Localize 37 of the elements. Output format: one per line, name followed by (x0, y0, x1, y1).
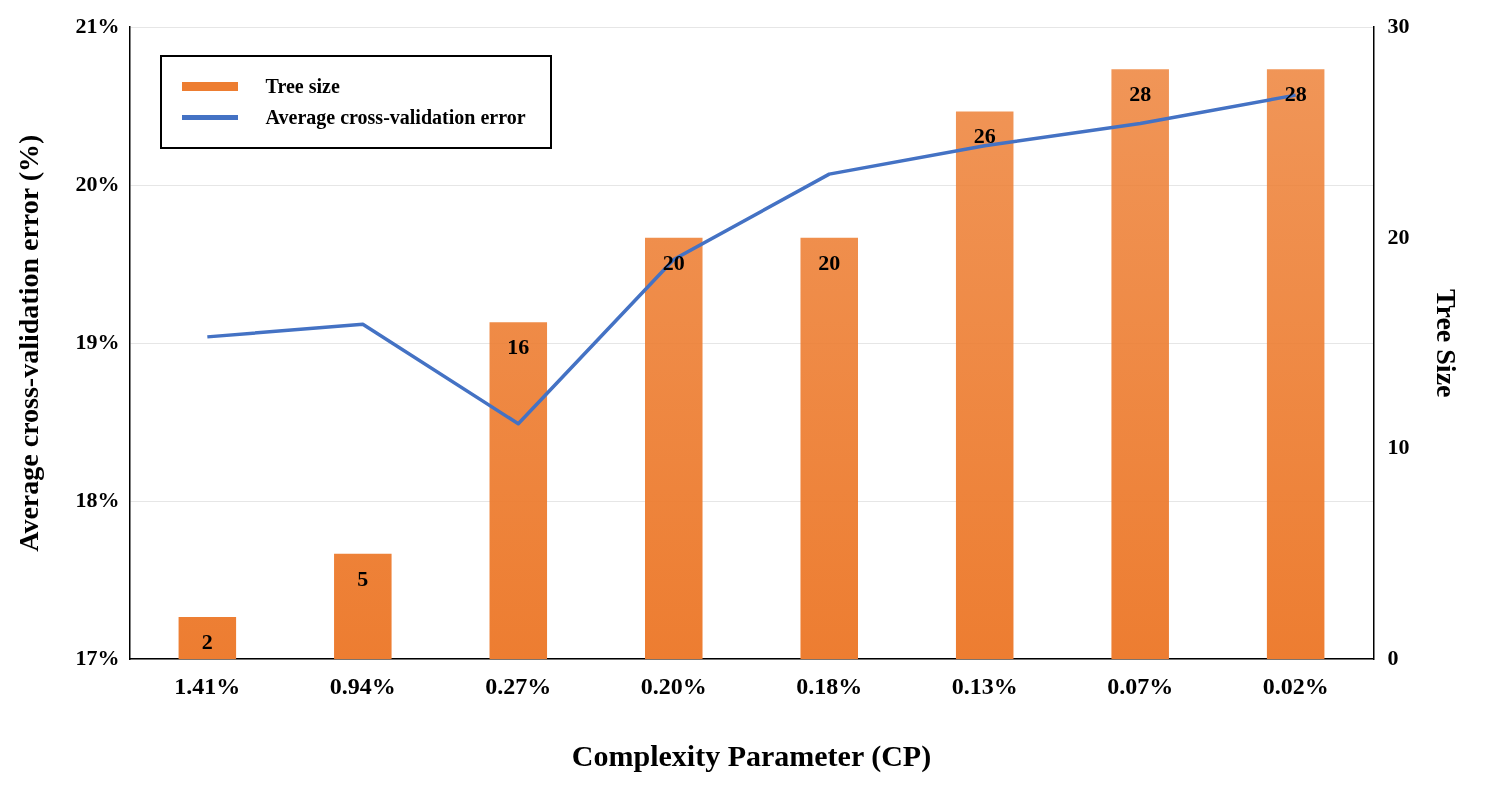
legend-label: Tree size (265, 75, 340, 99)
y2-tick-label: 0 (1387, 644, 1399, 670)
x-axis-title: Complexity Parameter (CP) (571, 738, 932, 773)
y-tick-label: 19% (75, 328, 120, 354)
x-tick-label: 0.18% (796, 672, 863, 699)
y-tick-label: 17% (75, 644, 120, 670)
x-tick-label: 1.41% (174, 672, 241, 699)
data-label: 28 (1129, 81, 1152, 107)
x-tick-label: 0.02% (1262, 672, 1329, 699)
data-label: 2 (201, 628, 213, 654)
bar (489, 322, 548, 660)
bar (334, 553, 392, 660)
bar (645, 237, 703, 660)
data-label: 5 (357, 565, 369, 591)
y2-tick-label: 20 (1387, 223, 1410, 249)
bar (178, 617, 237, 660)
x-tick-label: 0.27% (485, 672, 552, 699)
bar (800, 237, 858, 660)
bar (955, 111, 1014, 660)
y2-tick-label: 10 (1387, 434, 1410, 460)
data-label: 16 (507, 333, 530, 359)
legend-label: Average cross-validation error (265, 106, 526, 130)
data-label: 28 (1284, 81, 1307, 107)
x-tick-label: 0.20% (640, 672, 707, 699)
y-tick-label: 21% (75, 12, 120, 38)
y-axis-title: Average cross-validation error (%) (13, 134, 45, 552)
x-tick-label: 0.94% (329, 672, 396, 699)
y-tick-label: 18% (75, 486, 120, 512)
data-label: 26 (973, 123, 996, 149)
x-tick-label: 0.13% (951, 672, 1018, 699)
y-tick-label: 20% (75, 170, 120, 196)
y2-tick-label: 30 (1387, 12, 1410, 38)
bar (1111, 69, 1169, 660)
data-label: 20 (818, 249, 841, 275)
y2-axis-title: Tree Size (1430, 288, 1462, 398)
bar (1266, 69, 1325, 660)
x-tick-label: 0.07% (1107, 672, 1174, 699)
